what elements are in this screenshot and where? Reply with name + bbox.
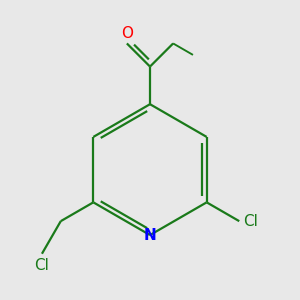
Text: Cl: Cl <box>244 214 258 229</box>
Text: Cl: Cl <box>34 258 50 273</box>
Text: N: N <box>144 228 156 243</box>
Text: O: O <box>121 26 133 41</box>
